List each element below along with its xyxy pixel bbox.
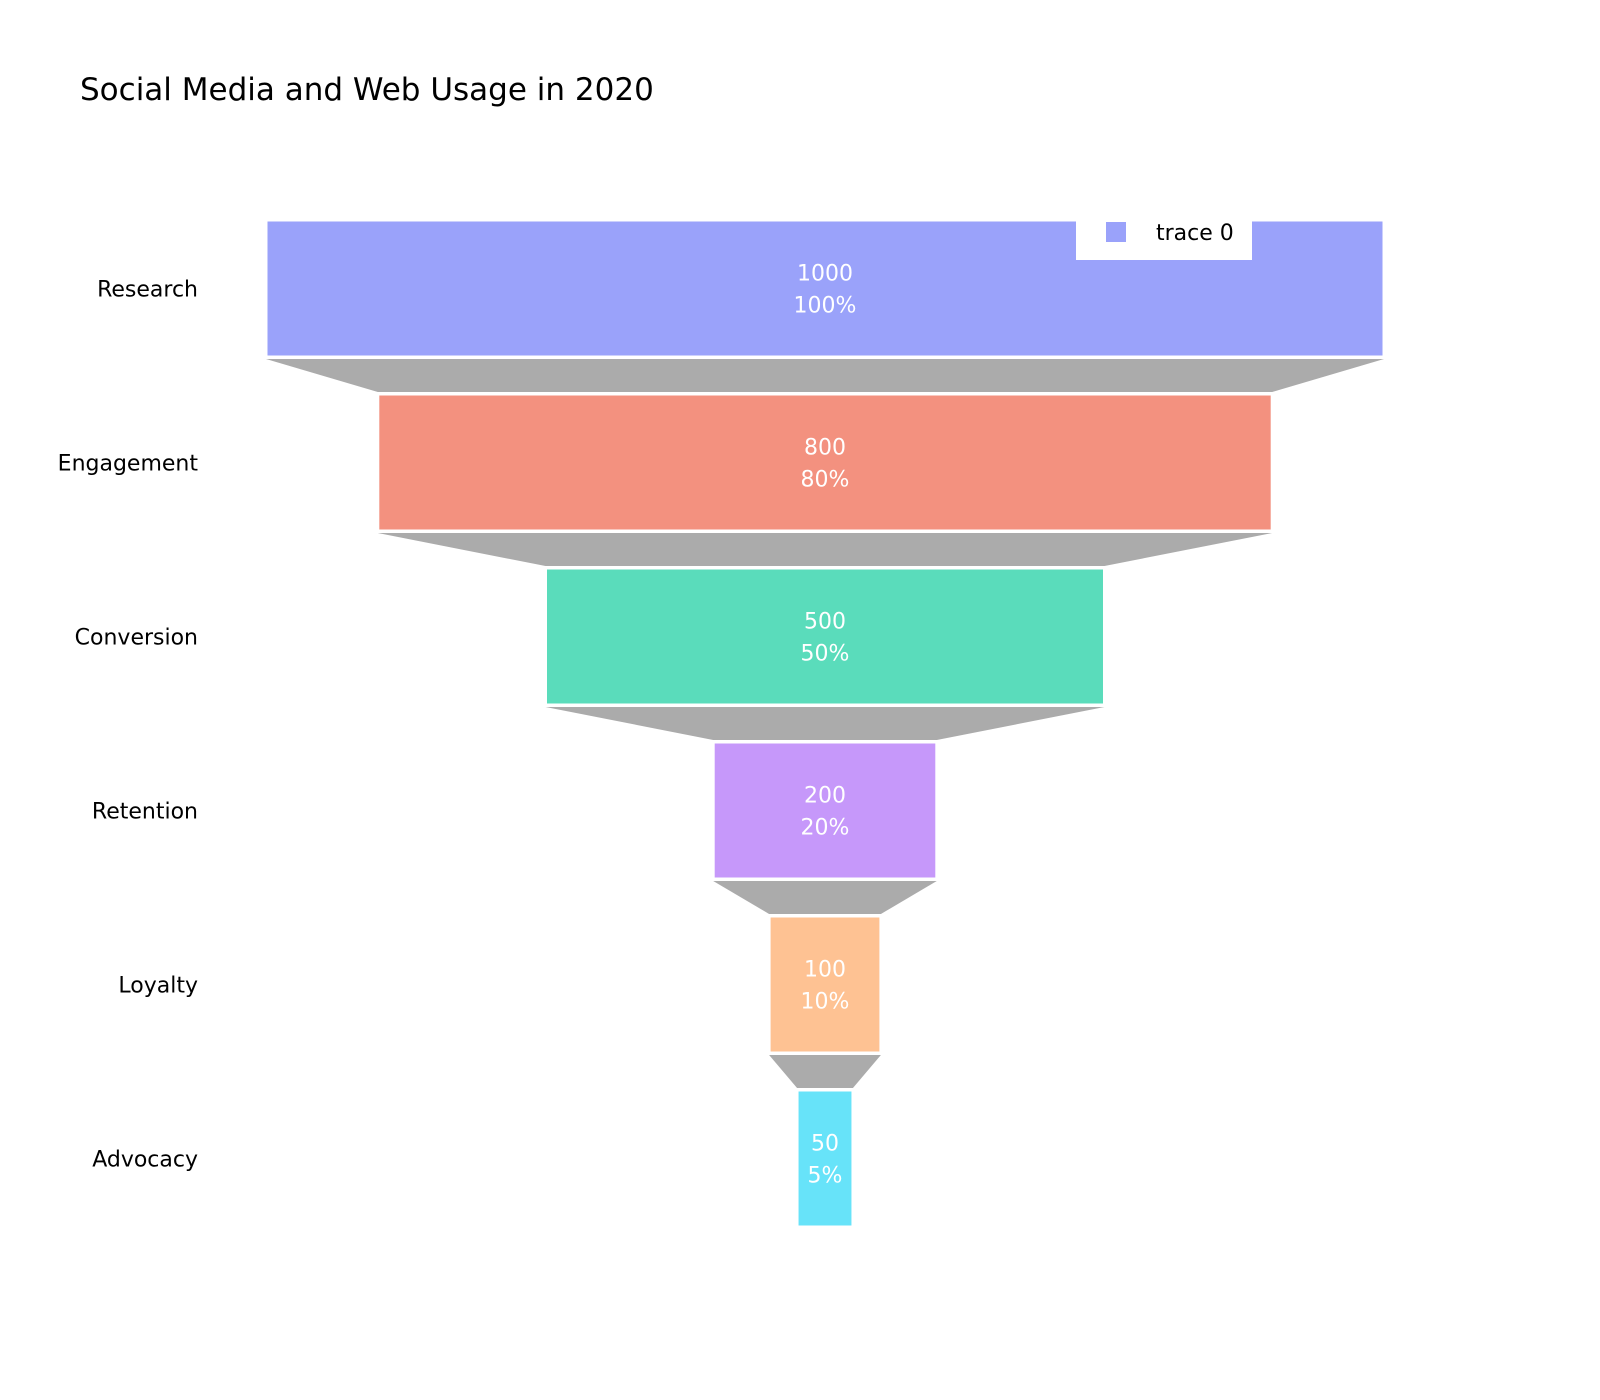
category-label: Conversion [75, 626, 198, 651]
funnel-connector [377, 533, 1273, 566]
funnel-bar-loyalty [767, 914, 883, 1055]
funnel-connector [545, 707, 1105, 740]
funnel-bar-advocacy [795, 1088, 855, 1229]
percent-label: 5% [808, 1164, 843, 1189]
percent-label: 20% [801, 816, 850, 841]
percent-label: 80% [801, 468, 850, 493]
legend-box [1076, 210, 1252, 260]
percent-label: 10% [801, 990, 850, 1015]
category-label: Loyalty [118, 974, 198, 999]
funnel-bar-conversion [544, 566, 1106, 707]
value-label: 200 [804, 784, 846, 809]
category-labels: Research Engagement Conversion Retention Loy… [58, 278, 199, 1173]
legend: trace 0 [1076, 210, 1252, 260]
value-label: 500 [804, 610, 846, 635]
percent-label: 100% [794, 294, 857, 319]
category-label: Retention [92, 800, 198, 825]
funnel-connector [713, 881, 937, 914]
funnel-connector [266, 359, 1384, 392]
percent-label: 50% [801, 642, 850, 667]
category-label: Engagement [58, 452, 199, 477]
funnel-bar-research [264, 218, 1386, 359]
value-label: 1000 [797, 262, 853, 287]
funnel-connector [769, 1055, 881, 1088]
funnel-connectors [266, 359, 1384, 1088]
value-label: 50 [811, 1132, 839, 1157]
chart-title: Social Media and Web Usage in 2020 [80, 72, 654, 108]
funnel-bar-engagement [376, 392, 1274, 533]
value-label: 800 [804, 436, 846, 461]
value-label: 100 [804, 958, 846, 983]
legend-swatch [1106, 222, 1126, 242]
funnel-bars [264, 218, 1386, 1229]
category-label: Research [97, 278, 198, 303]
funnel-bar-retention [711, 740, 939, 881]
legend-label: trace 0 [1156, 221, 1234, 246]
category-label: Advocacy [92, 1148, 198, 1173]
value-labels: 1000 100% 800 80% 500 50% 200 20% 100 10% 50 5% [794, 262, 857, 1189]
